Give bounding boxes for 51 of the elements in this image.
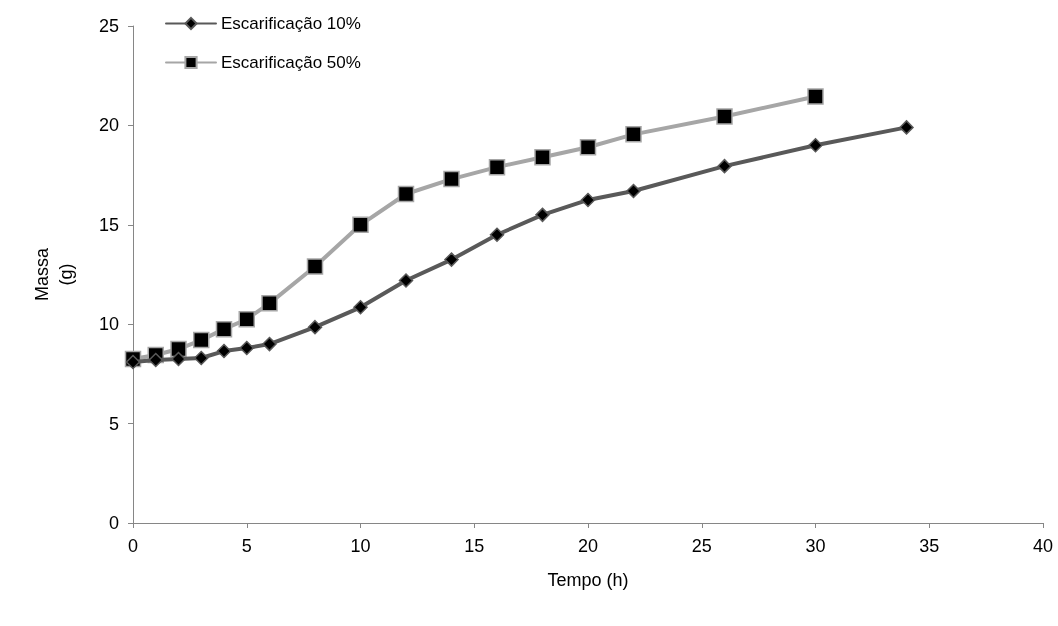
point <box>807 88 824 105</box>
point <box>194 350 209 366</box>
point <box>444 252 459 267</box>
y-tick-label: 5 <box>108 413 119 434</box>
x-tick-label: 15 <box>464 536 485 556</box>
point <box>899 120 914 135</box>
x-tick-label: 30 <box>805 536 826 556</box>
point <box>239 340 254 356</box>
point <box>398 273 414 288</box>
point <box>216 343 232 359</box>
x-tick-label: 10 <box>350 536 371 556</box>
point <box>625 126 642 143</box>
legend-label: Escarificação 50% <box>221 53 361 72</box>
y-tick-label: 10 <box>98 314 119 335</box>
point <box>716 108 733 125</box>
point <box>626 183 641 199</box>
point <box>262 336 277 352</box>
point <box>579 139 597 156</box>
x-tick-label: 5 <box>241 536 252 556</box>
x-tick-label: 40 <box>1032 536 1054 556</box>
point <box>580 192 596 208</box>
legend-label: Escarificação 10% <box>221 14 361 33</box>
point <box>443 170 460 188</box>
point <box>488 158 506 176</box>
point <box>261 295 278 312</box>
x-tick-label: 25 <box>691 536 712 556</box>
y-axis-title: Massa (g) <box>32 247 76 302</box>
point <box>306 258 324 275</box>
x-tick-label: 35 <box>919 536 940 556</box>
y-tick-label: 0 <box>108 513 119 533</box>
point <box>215 320 233 338</box>
point <box>489 227 505 242</box>
point <box>307 319 323 335</box>
x-axis-title: Tempo (h) <box>547 570 629 590</box>
point <box>534 148 551 166</box>
point <box>717 158 732 174</box>
y-tick-label: 20 <box>98 115 119 136</box>
point <box>353 300 368 315</box>
point <box>193 331 210 349</box>
point <box>171 351 186 367</box>
point <box>148 352 163 368</box>
x-tick-label: 20 <box>577 536 599 556</box>
y-tick-label: 25 <box>98 16 119 36</box>
point <box>238 310 255 328</box>
point <box>397 185 415 203</box>
point <box>352 216 369 234</box>
point <box>535 207 550 223</box>
x-tick-label: 0 <box>127 536 139 556</box>
point <box>125 354 141 370</box>
y-tick-label: 15 <box>98 214 119 235</box>
point <box>808 138 823 153</box>
